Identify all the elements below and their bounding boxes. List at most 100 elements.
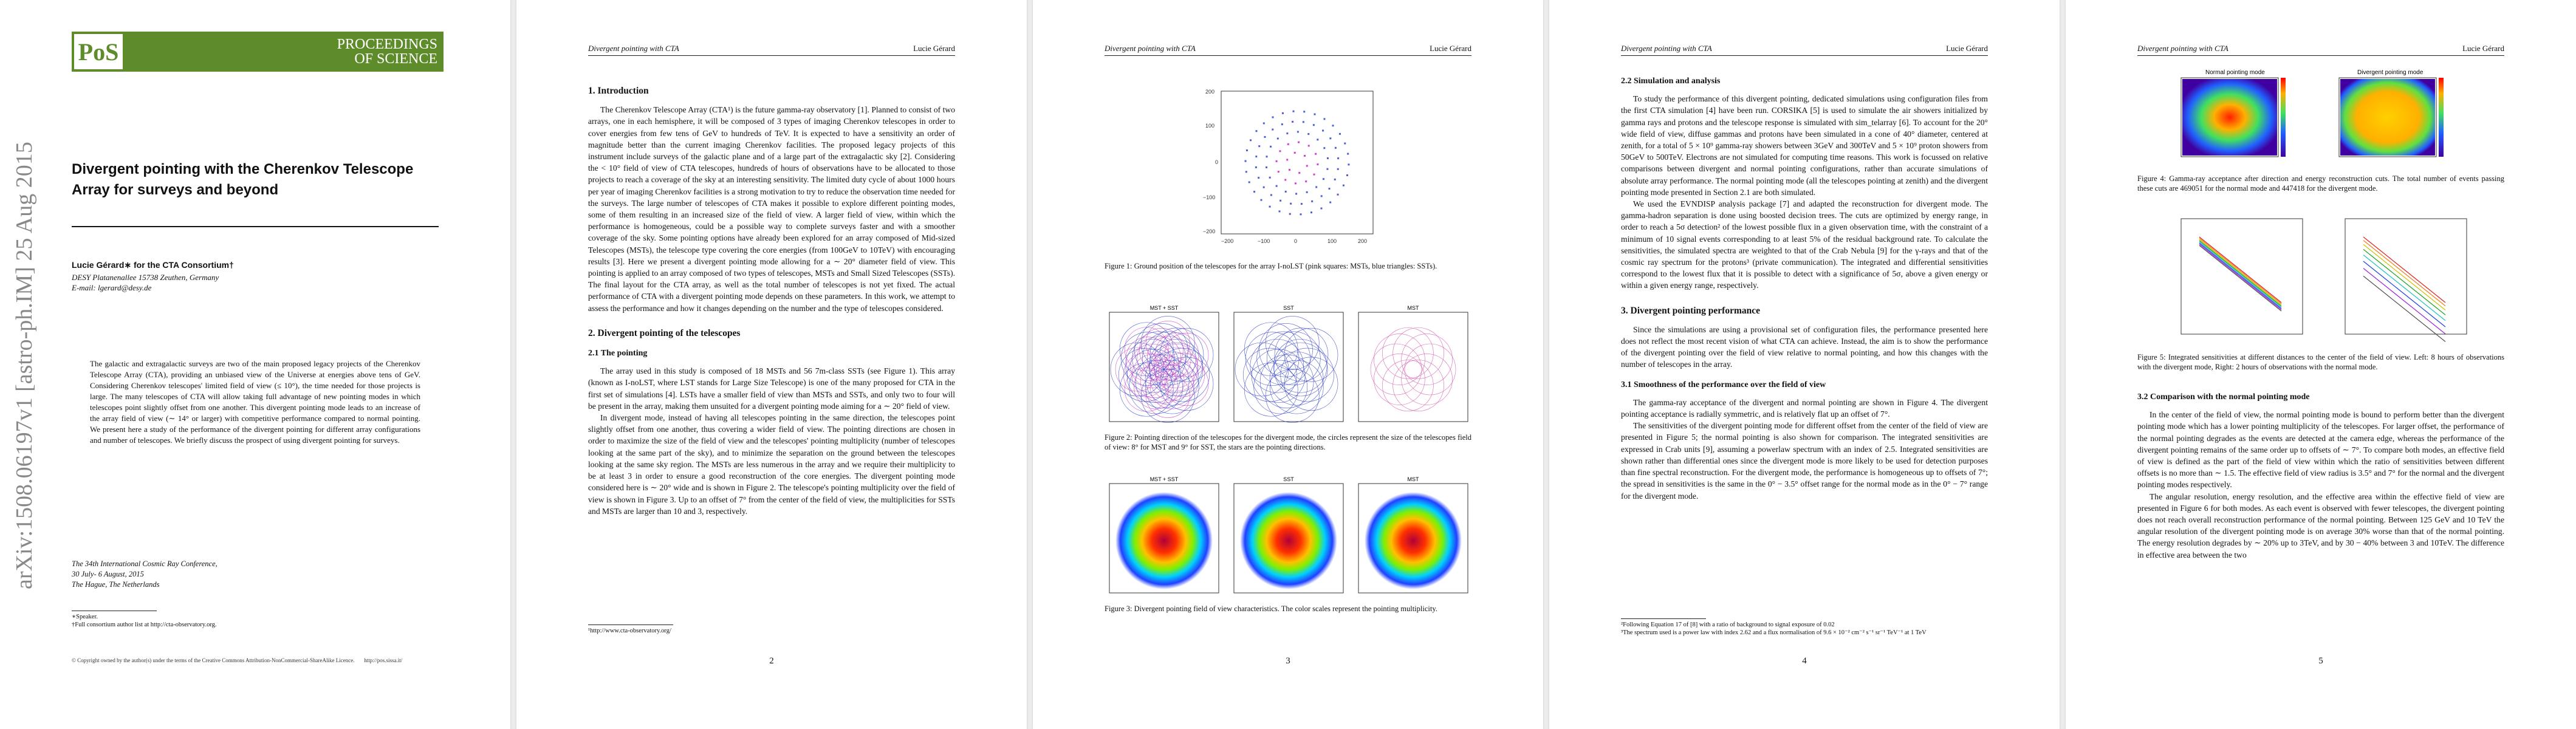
running-header: Divergent pointing with CTA Lucie Gérard [588,44,955,56]
telescope-marker [1275,185,1278,187]
telescope-marker [1281,123,1283,126]
telescope-marker [1334,146,1337,149]
telescope-marker [1346,174,1348,176]
svg-text:−200: −200 [1203,228,1215,234]
telescope-marker [1344,142,1346,145]
telescope-marker [1275,160,1278,162]
fig3-panel-title: SST [1283,476,1294,482]
telescope-marker [1342,184,1345,187]
fig3-panel-title: MST [1408,476,1420,482]
telescope-marker [1258,177,1260,179]
telescope-marker [1315,152,1317,155]
sim-paragraph-2: We used the EVNDISP analysis package [7]… [1621,199,1988,290]
telescope-marker [1326,168,1329,170]
figure-2-caption: Figure 2: Pointing direction of the tele… [1105,433,1471,451]
telescope-marker [1302,121,1304,123]
telescope-marker [1298,172,1301,174]
footnote-p2: ¹http://www.cta-observatory.org/ [588,625,955,635]
page4-body: 2.2 Simulation and analysis To study the… [1621,67,1988,502]
telescope-marker [1279,150,1281,152]
heading-smoothness: 3.1 Smoothness of the performance over t… [1621,380,1826,389]
telescope-marker [1272,128,1274,131]
telescope-marker [1286,159,1289,161]
telescope-marker [1337,157,1340,160]
telescope-marker [1269,176,1271,179]
cmp-paragraph-1: In the center of the field of view, the … [2137,410,2504,490]
telescope-marker [1276,137,1279,140]
telescope-marker [1320,207,1323,210]
svg-text:100: 100 [1327,238,1337,244]
fig4-title-normal: Normal pointing mode [2205,69,2265,76]
figure-3-multiplicity: MST + SST SST MST [1105,475,1471,597]
fig4-title-divergent: Divergent pointing mode [2357,69,2424,76]
telescope-marker [1262,122,1265,125]
telescope-marker [1295,193,1298,195]
telescope-marker [1306,165,1308,167]
telescope-marker [1300,203,1303,205]
page-3: Divergent pointing with CTA Lucie Gérard … [1033,0,1543,729]
telescope-marker [1298,141,1300,143]
title-rule [72,226,439,227]
page-number: 4 [1802,656,1807,666]
telescope-marker [1250,139,1252,142]
arxiv-stamp: arXiv:1508.06197v1 [astro-ph.IM] 25 Aug … [12,142,37,589]
svg-text:−200: −200 [1221,238,1233,244]
smooth-paragraph-1: The gamma-ray acceptance of the divergen… [1621,397,1988,419]
telescope-marker [1255,166,1257,168]
telescope-marker [1337,193,1339,196]
abstract: The galactic and extragalactic surveys a… [90,359,420,445]
telescope-marker [1328,188,1331,190]
svg-text:0: 0 [1294,238,1297,244]
fig2-panel-title: SST [1283,305,1294,311]
telescope-marker [1279,199,1282,202]
pos-logo-mark: PoS [74,34,123,69]
telescope-marker [1338,132,1341,135]
telescope-marker [1303,154,1306,157]
telescope-marker [1244,160,1247,162]
email: E-mail: lgerard@desy.de [72,283,152,292]
page-2: Divergent pointing with CTA Lucie Gérard … [516,0,1027,729]
telescope-marker [1278,210,1281,213]
pos-url[interactable]: http://pos.sissa.it/ [364,657,403,663]
telescope-marker [1289,169,1291,171]
page-4: Divergent pointing with CTA Lucie Gérard … [1549,0,2060,729]
figure-1-layout: −200 −100 0 100 200 200 100 0 −100 −200 [1203,89,1374,244]
sim-paragraph-1: To study the performance of this diverge… [1621,94,1988,197]
figure-1-caption: Figure 1: Ground position of the telesco… [1105,262,1437,270]
figure-5-caption: Figure 5: Integrated sensitivities at di… [2137,353,2504,371]
paper-title: Divergent pointing with the Cherenkov Te… [72,161,414,198]
telescope-marker [1303,111,1306,113]
page-number: 2 [769,656,774,666]
telescope-marker [1306,191,1308,193]
telescope-marker [1317,163,1319,166]
logo-line1: PROCEEDINGS [337,36,437,52]
telescope-marker [1347,152,1349,155]
telescope-marker [1313,173,1315,176]
cmp-paragraph-2: The angular resolution, energy resolutio… [2137,491,2504,560]
telescope-marker [1245,171,1247,173]
pointing-paragraph-2: In divergent mode, instead of having all… [588,413,955,516]
running-header: Divergent pointing with CTA Lucie Gérard [2137,44,2504,56]
svg-text:−100: −100 [1258,238,1270,244]
figure-5-sensitivity [2180,218,2467,342]
smooth-paragraph-2: The sensitivities of the divergent point… [1621,421,1988,501]
running-header: Divergent pointing with CTA Lucie Gérard [1105,44,1471,56]
svg-text:200: 200 [1358,238,1367,244]
telescope-marker [1277,171,1279,173]
running-header: Divergent pointing with CTA Lucie Gérard [1621,44,1988,56]
telescope-marker [1264,135,1266,138]
telescope-marker [1312,124,1315,126]
fig2-panel-title: MST [1408,305,1420,311]
pointing-paragraph-1: The array used in this study is composed… [588,366,955,411]
telescope-marker [1270,194,1272,196]
intro-paragraph: The Cherenkov Telescope Array (CTA¹) is … [588,105,955,313]
telescope-marker [1284,190,1287,193]
telescope-marker [1286,132,1289,135]
telescope-marker [1334,178,1336,180]
footnotes-p1: ∗Speaker. †Full consortium author list a… [72,611,439,629]
footnotes-p4: ²Following Equation 17 of [8] with a rat… [1621,618,1988,637]
telescope-marker [1270,145,1272,148]
fig2-panel-title: MST + SST [1150,305,1179,311]
perf-paragraph: Since the simulations are using a provis… [1621,324,1988,369]
page-1: arXiv:1508.06197v1 [astro-ph.IM] 25 Aug … [0,0,510,729]
